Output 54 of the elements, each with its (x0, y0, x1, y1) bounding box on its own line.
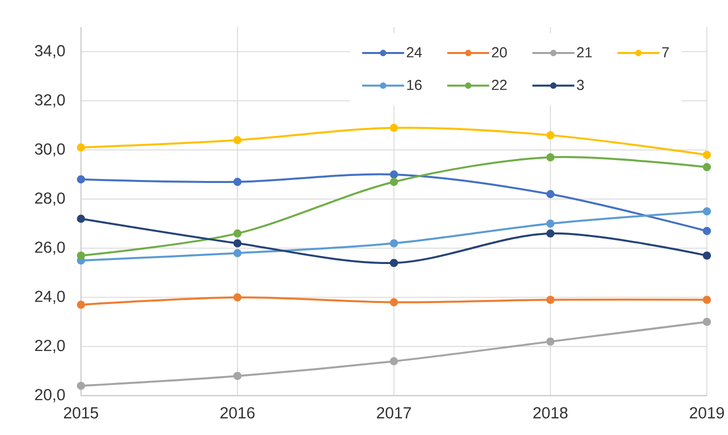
point (390, 239, 398, 248)
y-tick-label: 22,0 (35, 340, 65, 354)
y-tick-label: 30,0 (34, 143, 65, 157)
legend-label: 24 (406, 47, 422, 58)
legend-label: 20 (492, 47, 507, 58)
legend-label: 22 (492, 80, 507, 90)
point (390, 178, 398, 186)
point (390, 258, 398, 268)
y-tick-label: 24,0 (35, 290, 65, 304)
point (390, 357, 398, 366)
point (546, 131, 554, 140)
y-tick-label: 20,0 (35, 389, 65, 402)
point (390, 298, 398, 306)
point (233, 372, 242, 380)
point (546, 153, 554, 162)
point (702, 296, 711, 304)
point (390, 124, 398, 132)
point (76, 300, 86, 309)
point (76, 382, 86, 390)
point (76, 175, 86, 184)
point (702, 207, 711, 216)
y-tick-label: 32,0 (34, 94, 65, 108)
x-tick-label: 2019 (690, 407, 724, 419)
point (233, 239, 242, 248)
point (546, 229, 554, 238)
point (702, 252, 711, 260)
point (546, 296, 554, 304)
point (233, 293, 242, 302)
point (546, 190, 554, 198)
x-tick-label: 2017 (376, 407, 411, 419)
x-tick-label: 2015 (64, 407, 98, 419)
y-tick-label: 28,0 (35, 192, 65, 206)
legend-label: 16 (407, 80, 422, 90)
point (233, 249, 242, 258)
point (76, 252, 86, 260)
point (702, 226, 711, 236)
point (76, 214, 86, 223)
point (233, 178, 242, 186)
x-tick-label: 2018 (533, 407, 568, 419)
legend-label: 21 (577, 47, 592, 58)
point (702, 163, 711, 172)
y-tick-label: 26,0 (35, 242, 65, 255)
legend-label: 3 (576, 80, 584, 90)
point (702, 318, 711, 326)
point (233, 136, 242, 144)
point (76, 143, 86, 152)
point (546, 338, 554, 346)
y-tick-label: 34,0 (34, 45, 65, 58)
point (702, 150, 711, 159)
point (546, 220, 554, 228)
x-tick-label: 2016 (220, 407, 255, 419)
legend-label: 7 (662, 47, 669, 58)
point (390, 170, 398, 179)
point (233, 229, 242, 238)
